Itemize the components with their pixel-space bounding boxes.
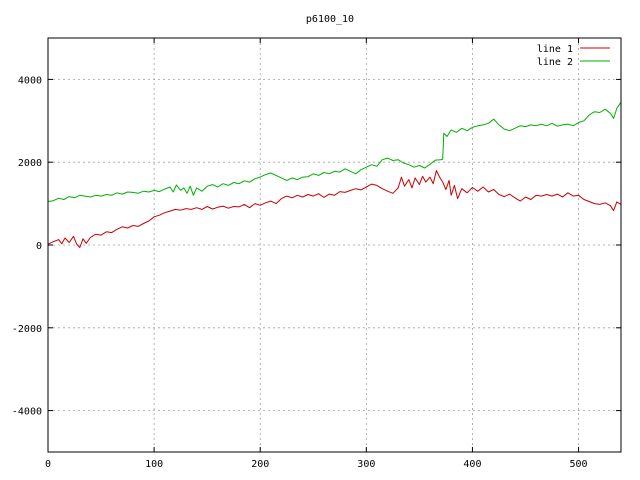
y-axis-ticks: -4000 -2000 0 2000 4000 [12, 75, 621, 418]
y-tick-label: -2000 [12, 324, 42, 335]
y-tick-label: 2000 [18, 158, 42, 169]
grid-lines [48, 38, 621, 452]
legend: line 1 line 2 [537, 44, 610, 68]
x-axis-ticks: 0 100 200 300 400 500 [45, 38, 588, 470]
series-line-2 [47, 101, 622, 202]
plot-frame [47, 37, 622, 453]
y-tick-label: -4000 [12, 407, 42, 418]
x-tick-label: 200 [251, 459, 269, 470]
x-tick-label: 100 [145, 459, 163, 470]
y-tick-label: 0 [36, 241, 42, 252]
x-tick-label: 0 [45, 459, 51, 470]
chart-title: p6100_10 [306, 14, 354, 25]
y-tick-label: 4000 [18, 75, 42, 86]
series-line-1 [47, 170, 622, 248]
x-tick-label: 300 [357, 459, 375, 470]
series-lines [47, 101, 622, 248]
x-tick-label: 400 [463, 459, 481, 470]
legend-label-line-2: line 2 [537, 57, 573, 68]
x-tick-label: 500 [570, 459, 588, 470]
legend-label-line-1: line 1 [537, 44, 573, 55]
